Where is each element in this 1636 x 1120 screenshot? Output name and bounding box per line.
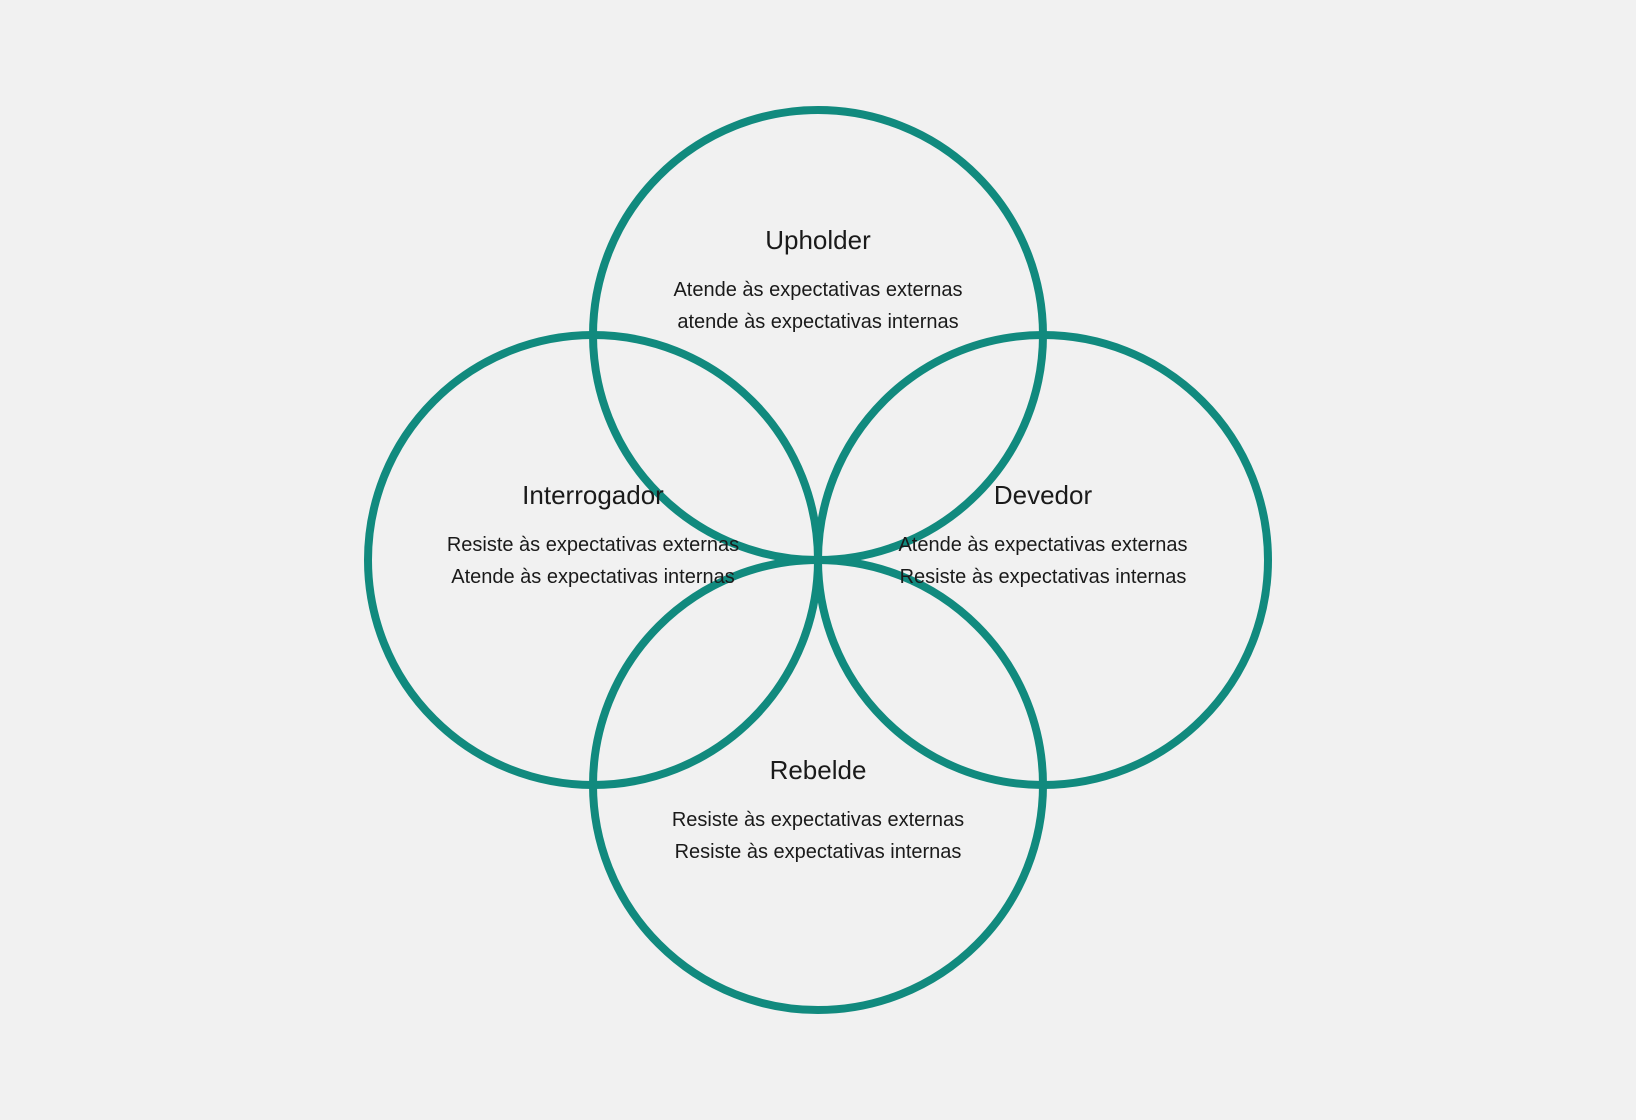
- circle-bottom-line2: Resiste às expectativas internas: [675, 836, 962, 868]
- circle-left-title: Interrogador: [522, 480, 664, 511]
- venn-diagram: Upholder Atende às expectativas externas…: [268, 60, 1368, 1060]
- circle-right-title: Devedor: [994, 480, 1092, 511]
- circle-right-content: Devedor Atende às expectativas externas …: [863, 480, 1223, 593]
- circle-right-line2: Resiste às expectativas internas: [900, 561, 1187, 593]
- circle-left-line1: Resiste às expectativas externas: [447, 529, 739, 561]
- circle-top-line2: atende às expectativas internas: [677, 306, 958, 338]
- circle-top-line1: Atende às expectativas externas: [673, 274, 962, 306]
- circle-bottom-title: Rebelde: [770, 755, 867, 786]
- circle-top-title: Upholder: [765, 225, 871, 256]
- circle-bottom-line1: Resiste às expectativas externas: [672, 804, 964, 836]
- circle-left-line2: Atende às expectativas internas: [451, 561, 735, 593]
- circle-top-content: Upholder Atende às expectativas externas…: [638, 225, 998, 338]
- circle-right-line1: Atende às expectativas externas: [898, 529, 1187, 561]
- circle-bottom-content: Rebelde Resiste às expectativas externas…: [638, 755, 998, 868]
- circle-left-content: Interrogador Resiste às expectativas ext…: [413, 480, 773, 593]
